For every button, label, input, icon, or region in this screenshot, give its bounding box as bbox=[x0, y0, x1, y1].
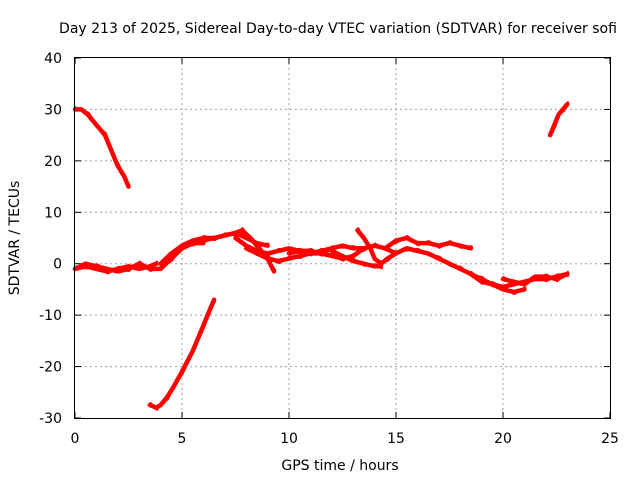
y-tick-labels: -30 -20 -10 0 10 20 30 40 bbox=[39, 51, 62, 427]
x-tick-label-10: 10 bbox=[280, 431, 298, 447]
series-jitter-satellite-arc-9 bbox=[288, 242, 398, 257]
y-tick-label--30: -30 bbox=[39, 411, 62, 427]
axis-ticks bbox=[74, 57, 611, 419]
y-tick-label--20: -20 bbox=[39, 360, 62, 376]
plot-frame bbox=[74, 57, 611, 419]
chart-title: Day 213 of 2025, Sidereal Day-to-day VTE… bbox=[59, 21, 617, 37]
x-tick-labels: 0 5 10 15 20 25 bbox=[71, 431, 619, 447]
y-tick-label-40: 40 bbox=[44, 51, 62, 67]
x-tick-label-5: 5 bbox=[178, 431, 187, 447]
y-tick-label-0: 0 bbox=[53, 257, 62, 273]
series-jitter-satellite-arc-1 bbox=[74, 106, 131, 187]
series-jitter-satellite-arc-15 bbox=[502, 270, 570, 285]
series-line-satellite-arc-15 bbox=[500, 271, 570, 287]
y-tick-label-30: 30 bbox=[44, 102, 62, 118]
x-tick-label-20: 20 bbox=[494, 431, 512, 447]
x-tick-label-15: 15 bbox=[387, 431, 405, 447]
x-tick-label-0: 0 bbox=[71, 431, 80, 447]
series-jitter-satellite-arc-10 bbox=[331, 247, 383, 270]
series-line-satellite-arc-1 bbox=[72, 107, 131, 189]
y-axis-label: SDTVAR / TECUs bbox=[7, 181, 23, 296]
y-tick-label--10: -10 bbox=[39, 308, 62, 324]
series-jitter-satellite-arc-11 bbox=[356, 227, 398, 264]
x-axis-label: GPS time / hours bbox=[281, 458, 398, 474]
x-tick-label-25: 25 bbox=[601, 431, 619, 447]
series-jitter-satellite-arc-16 bbox=[549, 101, 570, 135]
series-jitter-satellite-arc-4 bbox=[149, 300, 216, 411]
series-jitter-satellite-arc-12 bbox=[384, 234, 473, 249]
series-jitter-satellite-arc-6 bbox=[181, 232, 270, 248]
y-tick-label-10: 10 bbox=[44, 205, 62, 221]
y-tick-label-20: 20 bbox=[44, 154, 62, 170]
grid-lines bbox=[75, 58, 610, 418]
data-series bbox=[72, 101, 570, 411]
